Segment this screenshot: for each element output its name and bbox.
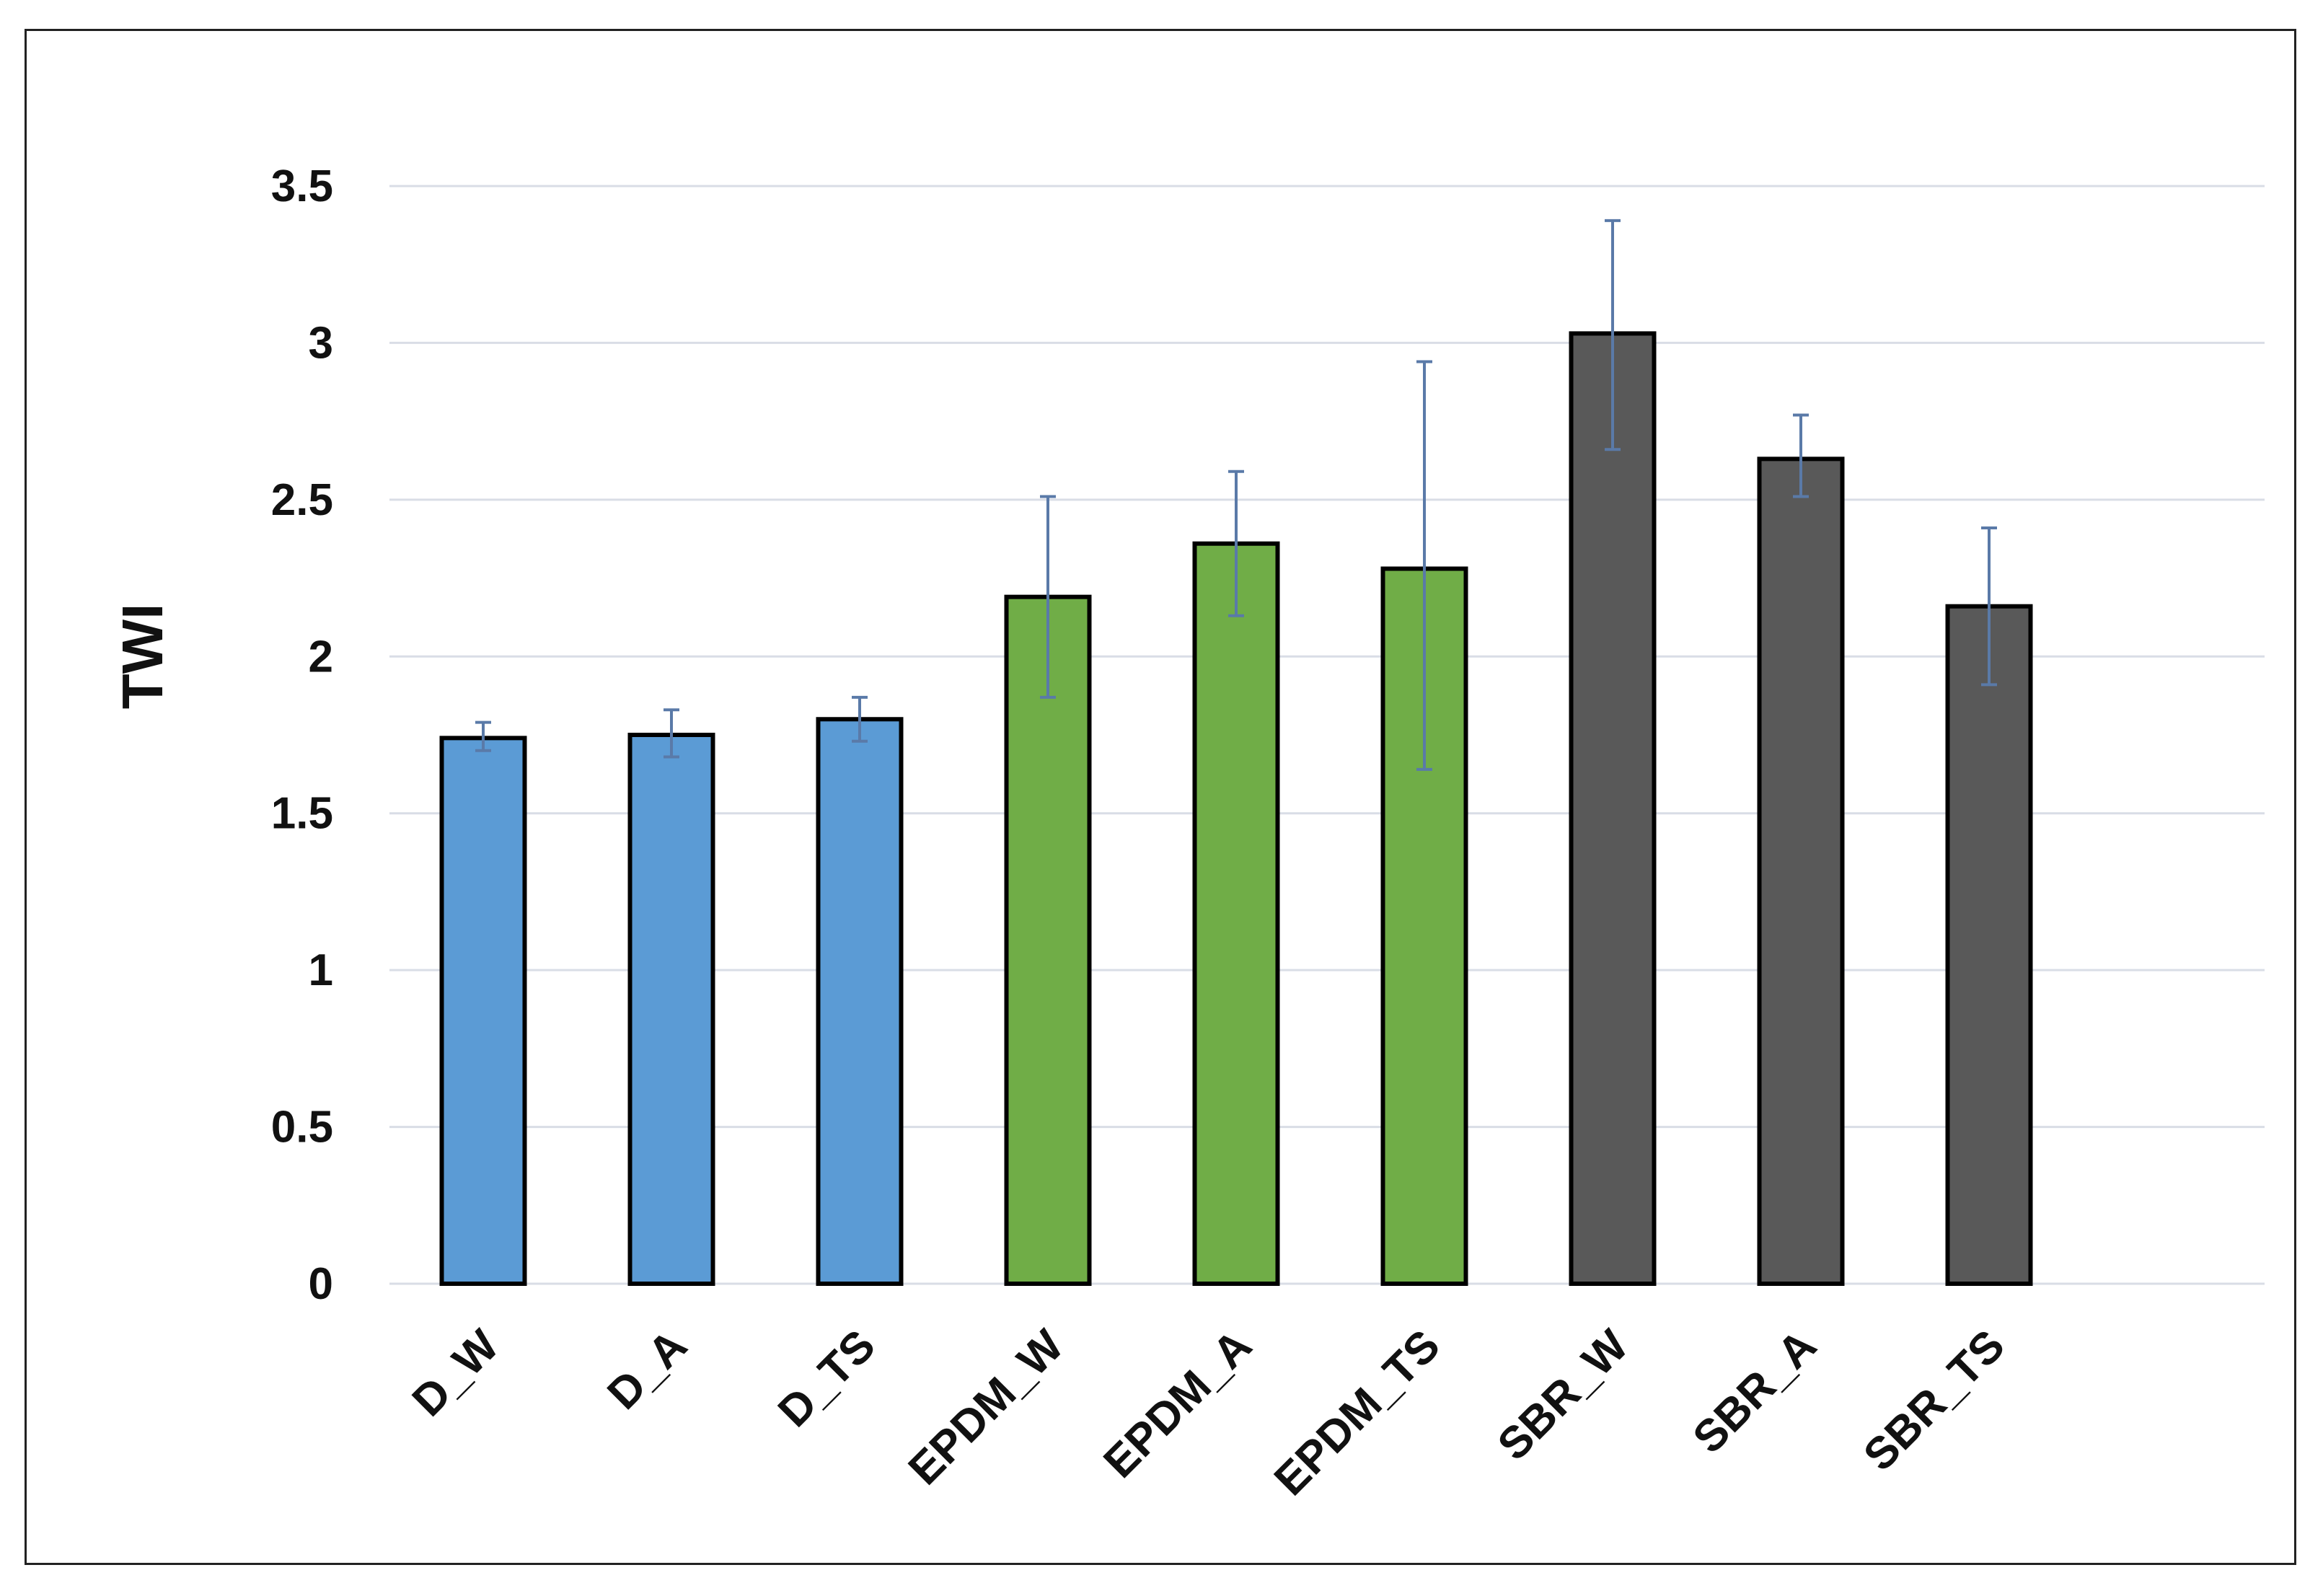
chart-frame [25, 29, 2296, 1565]
bar-epdm-a [1192, 541, 1280, 1286]
x-category-label: EPDM_A [1094, 1321, 1261, 1488]
error-bar [1793, 413, 1809, 498]
error-bar [1605, 219, 1621, 451]
bar-d-w [439, 736, 527, 1286]
bar-sbr-w [1569, 331, 1657, 1287]
bar-sbr-ts [1945, 604, 2033, 1286]
y-tick-label: 0.5 [271, 1103, 333, 1152]
error-bar [1228, 469, 1244, 617]
y-tick-label: 2 [309, 632, 333, 682]
y-tick-label: 1 [309, 945, 333, 995]
error-bar [1040, 495, 1056, 699]
x-category-label: EPDM_TS [1265, 1321, 1450, 1505]
y-tick-label: 1.5 [271, 789, 333, 839]
x-category-label: SBR_W [1489, 1321, 1638, 1470]
bar-d-ts [816, 717, 904, 1286]
y-axis-title: TWI [110, 604, 175, 710]
x-category-label: SBR_TS [1854, 1321, 2014, 1481]
y-tick-label: 2.5 [271, 475, 333, 525]
error-bar [664, 708, 679, 759]
error-bar [1981, 526, 1997, 687]
error-bar [475, 720, 491, 752]
x-category-label: EPDM_W [899, 1321, 1074, 1495]
x-axis-categories: D_W D_A D_TS EPDM_W EPDM_A EPDM_TS SBR_W SBR_A S… [403, 1321, 2014, 1505]
y-tick-label: 3.5 [271, 162, 333, 211]
error-bar [852, 695, 868, 743]
error-bar [1416, 360, 1432, 771]
bars [439, 331, 2033, 1287]
error-bars [475, 219, 1997, 771]
x-category-label: D_A [598, 1321, 696, 1419]
y-axis-ticks: 0 0.5 1 1.5 2 2.5 3 3.5 [271, 162, 333, 1309]
bar-d-a [627, 733, 715, 1286]
bar-sbr-a [1757, 457, 1845, 1287]
bar-epdm-w [1004, 594, 1092, 1286]
x-category-label: D_W [403, 1321, 509, 1427]
y-tick-label: 3 [309, 318, 333, 368]
y-tick-label: 0 [309, 1259, 333, 1309]
x-category-label: SBR_A [1683, 1321, 1825, 1463]
x-category-label: D_TS [769, 1321, 885, 1437]
